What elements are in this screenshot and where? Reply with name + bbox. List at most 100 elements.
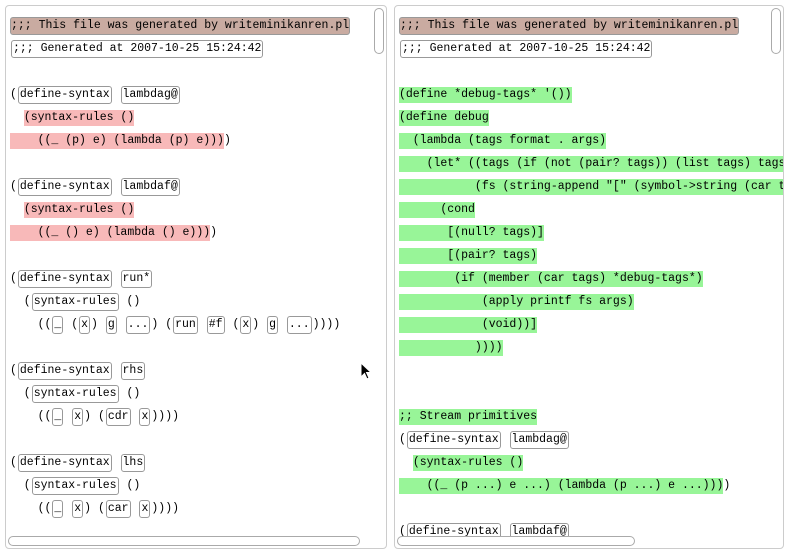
code-box: #f — [206, 316, 225, 334]
code-text: ) ( — [151, 318, 173, 331]
horizontal-scrollbar[interactable] — [8, 536, 360, 546]
code-line: (define-syntax run* — [10, 267, 350, 290]
code-text: ( — [10, 456, 17, 469]
code-box: define-syntax — [406, 431, 501, 449]
code-line: (define-syntax lambdag@ — [10, 83, 350, 106]
code-line: (define-syntax lambdag@ — [399, 428, 783, 451]
code-line: (if (member (car tags) *debug-tags*) — [399, 267, 783, 290]
code-line: ((_ x) (car x)))) — [10, 497, 350, 520]
code-text: ) ( — [84, 410, 105, 423]
code-del: ((_ () e) (lambda () e))) — [10, 225, 211, 241]
code-del: ((_ (p) e) (lambda (p) e))) — [10, 133, 224, 149]
code-text — [10, 203, 24, 216]
code-text: ( — [225, 318, 240, 331]
code-line: ;;; This file was generated by writemini… — [399, 14, 783, 37]
code-line: (syntax-rules () — [10, 474, 350, 497]
code-line: (define debug — [399, 106, 783, 129]
code-line: (syntax-rules () — [10, 290, 350, 313]
code-line: (define-syntax rhs — [10, 359, 350, 382]
code: ;;; This file was generated by writemini… — [10, 14, 351, 520]
code-box: ... — [125, 316, 151, 334]
code-box: define-syntax — [17, 178, 112, 196]
cursor — [360, 362, 372, 380]
code-add: (let* ((tags (if (not (pair? tags)) (lis… — [399, 156, 783, 172]
code-text: () — [119, 295, 141, 308]
code-text: ( — [399, 525, 406, 538]
code-text — [118, 318, 125, 331]
code-del: (syntax-rules () — [23, 110, 135, 126]
code-text: () — [119, 479, 141, 492]
code-box: ;;; Generated at 2007-10-25 15:24:42 — [400, 40, 653, 58]
code-box: x — [72, 500, 84, 518]
code-line: ((_ (p) e) (lambda (p) e)))) — [10, 129, 350, 152]
code-add: ((_ (p ...) e ...) (lambda (p ...) e ...… — [399, 478, 724, 494]
code-line — [10, 60, 350, 83]
code-add: (syntax-rules () — [412, 455, 524, 471]
code-add: (apply printf fs args) — [399, 294, 634, 310]
code-line: (let* ((tags (if (not (pair? tags)) (lis… — [399, 152, 783, 175]
code-text: ( — [10, 364, 17, 377]
code-box: lambdaf@ — [120, 178, 180, 196]
code-text — [399, 456, 413, 469]
code-text: ( — [64, 318, 79, 331]
code-text: ( — [10, 272, 17, 285]
code-line: (void))] — [399, 313, 783, 336]
code-add: (if (member (car tags) *debug-tags*) — [399, 271, 703, 287]
code-add: [(null? tags)] — [399, 225, 544, 241]
code-line: )))) — [399, 336, 783, 359]
vertical-scrollbar[interactable] — [374, 8, 384, 54]
code-box: rhs — [120, 362, 146, 380]
code-box: define-syntax — [17, 86, 112, 104]
code-text: ) — [223, 134, 231, 147]
code-line: [(pair? tags) — [399, 244, 783, 267]
code-box: ;;; Generated at 2007-10-25 15:24:42 — [11, 40, 264, 58]
code-text — [10, 111, 24, 124]
code-line: ((_ () e) (lambda () e)))) — [10, 221, 350, 244]
code-text — [113, 180, 120, 193]
code-box: syntax-rules — [31, 385, 119, 403]
code-text: ( — [10, 387, 31, 400]
code-line — [10, 244, 350, 267]
vertical-scrollbar[interactable] — [771, 8, 781, 54]
code-line: (syntax-rules () — [10, 106, 350, 129]
code-text: )))) — [151, 502, 179, 515]
code-line: (define *debug-tags* '()) — [399, 83, 783, 106]
code-box: define-syntax — [17, 454, 112, 472]
code-line — [399, 359, 783, 382]
code-line: (define-syntax lhs — [10, 451, 350, 474]
code-line: ;;; Generated at 2007-10-25 15:24:42 — [399, 37, 783, 60]
code-line: ;; Stream primitives — [399, 405, 783, 428]
code-text: (( — [10, 502, 52, 515]
left-pane[interactable]: ;;; This file was generated by writemini… — [5, 5, 387, 549]
code-text — [64, 410, 71, 423]
horizontal-scrollbar[interactable] — [397, 536, 635, 546]
right-pane[interactable]: ;;; This file was generated by writemini… — [394, 5, 784, 549]
code-text: ) — [723, 479, 731, 492]
code-line: ;;; Generated at 2007-10-25 15:24:42 — [10, 37, 350, 60]
code-box: run* — [120, 270, 153, 288]
code-line: (cond — [399, 198, 783, 221]
code-line: (syntax-rules () — [10, 198, 350, 221]
code-line: ((_ (p ...) e ...) (lambda (p ...) e ...… — [399, 474, 783, 497]
code-add: (void))] — [399, 317, 538, 333]
code-box: car — [105, 500, 131, 518]
code-text: ) — [210, 226, 218, 239]
code-add: )))) — [399, 340, 503, 356]
code-line: ((_ x) (cdr x)))) — [10, 405, 350, 428]
code-add: (define debug — [399, 110, 489, 126]
code-box: lambdag@ — [509, 431, 569, 449]
code-box: lambdag@ — [120, 86, 180, 104]
code-box: _ — [52, 316, 64, 334]
code-text — [64, 502, 71, 515]
code-line — [10, 152, 350, 175]
code-text: ( — [10, 180, 17, 193]
code-box: x — [139, 500, 151, 518]
code-line: (fs (string-append "[" (symbol->string (… — [399, 175, 783, 198]
code-box: define-syntax — [17, 362, 112, 380]
code-text: ( — [10, 88, 17, 101]
code-line: (apply printf fs args) — [399, 290, 783, 313]
code-add: (cond — [399, 202, 475, 218]
code-line: (lambda (tags format . args) — [399, 129, 783, 152]
code-text: )))) — [151, 410, 179, 423]
